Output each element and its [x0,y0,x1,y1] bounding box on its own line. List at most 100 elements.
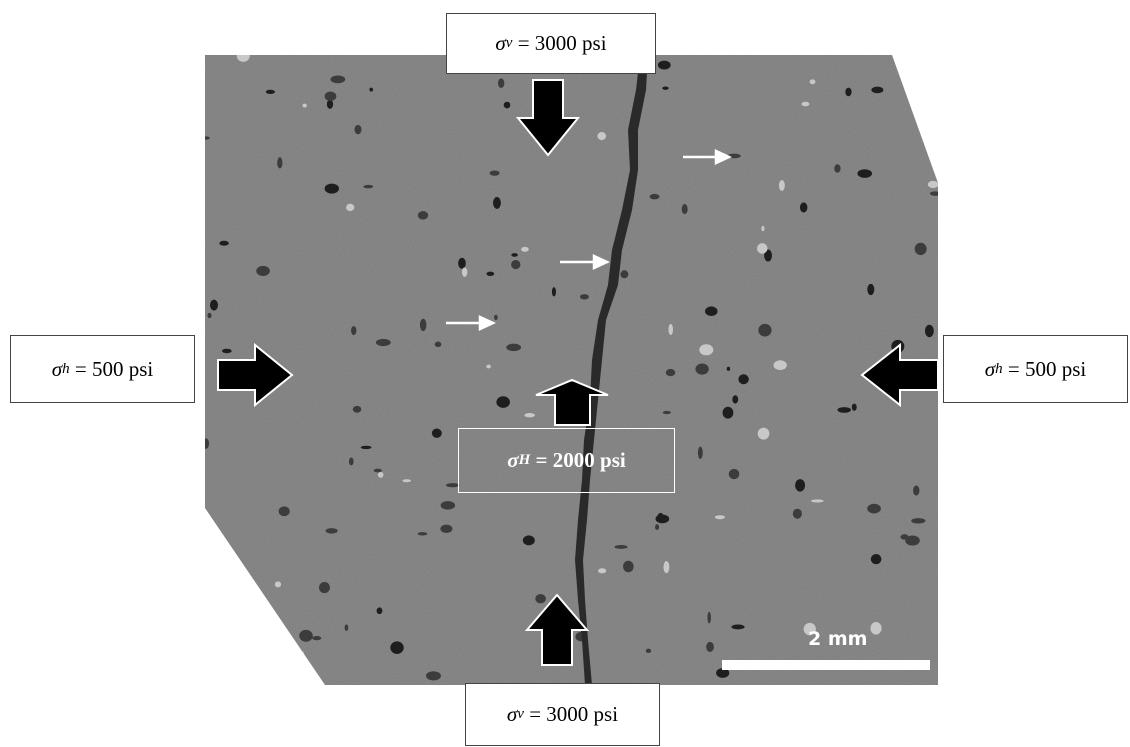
pore [761,226,764,231]
pore [498,78,504,88]
pore [758,324,771,337]
pore [325,184,339,194]
pore [494,315,498,320]
pore [580,294,589,299]
pore [363,185,373,189]
pore [486,272,494,276]
pore [210,300,218,311]
pore [440,525,452,533]
pore [663,411,671,414]
pore [521,247,529,252]
pore [361,446,372,449]
pore [715,515,725,519]
pore [758,428,770,440]
pore [705,306,718,316]
pore [706,642,714,652]
pore [699,344,713,355]
pore [290,651,304,655]
pore [202,633,208,638]
pore [376,339,391,346]
pore [326,528,338,533]
pore [493,197,501,209]
pore [237,50,250,62]
pore [418,211,428,220]
pore [682,204,688,214]
pore [420,319,427,331]
pore [435,342,442,348]
pore [432,428,442,437]
pore [256,266,270,276]
pore [837,407,850,413]
scale-bar [722,660,930,670]
pore [354,125,361,134]
pore [374,469,382,473]
pore [867,284,874,295]
pore [207,313,211,318]
pore [312,636,321,640]
value: = 500 psi [75,357,153,382]
pore [202,136,210,139]
subscript: v [506,35,513,52]
pore [738,374,748,384]
pore [203,438,209,448]
pore [867,504,881,514]
value: = 3000 psi [518,31,607,56]
pore [727,367,730,371]
pore [871,554,882,564]
pore [905,535,920,545]
pore [597,132,606,140]
pore [663,561,669,573]
pore [707,612,710,624]
value: = 2000 psi [536,448,626,473]
pore [729,469,740,479]
pore [208,651,219,659]
symbol: σ [507,448,518,473]
pore [325,91,337,100]
pore [757,243,767,254]
pore [486,365,490,369]
pore [913,485,919,495]
pore [490,170,500,175]
pore [353,406,362,413]
pore [598,568,606,573]
pore [369,88,373,92]
pore [802,102,810,107]
pore [658,61,671,70]
pore [523,535,535,545]
symbol: σ [495,31,505,56]
pore [932,76,936,82]
pore [668,324,673,335]
subscript: h [62,361,70,378]
pore [929,99,937,105]
pore [552,287,556,296]
pore [930,191,941,195]
label-left: σh = 500 psi [10,335,195,403]
pore [402,479,411,482]
subscript: H [519,452,531,469]
symbol: σ [52,357,62,382]
pore [666,369,676,376]
pore [773,360,786,370]
pore [620,270,628,278]
pore [655,524,659,530]
pore [871,87,883,94]
pore [779,180,785,191]
pore [511,253,517,257]
pore [441,501,455,509]
symbol: σ [985,357,995,382]
pore [418,532,428,535]
pore [275,581,281,587]
pore [266,90,275,94]
pore [793,509,802,519]
pore [277,157,282,168]
pore [524,413,535,417]
pore [695,363,708,374]
subscript: h [995,361,1003,378]
pore [915,243,927,255]
pore [330,76,345,84]
scale-label: 2 mm [808,628,867,650]
pore [911,518,925,523]
label-right: σh = 500 psi [943,335,1128,403]
pore [511,260,520,269]
